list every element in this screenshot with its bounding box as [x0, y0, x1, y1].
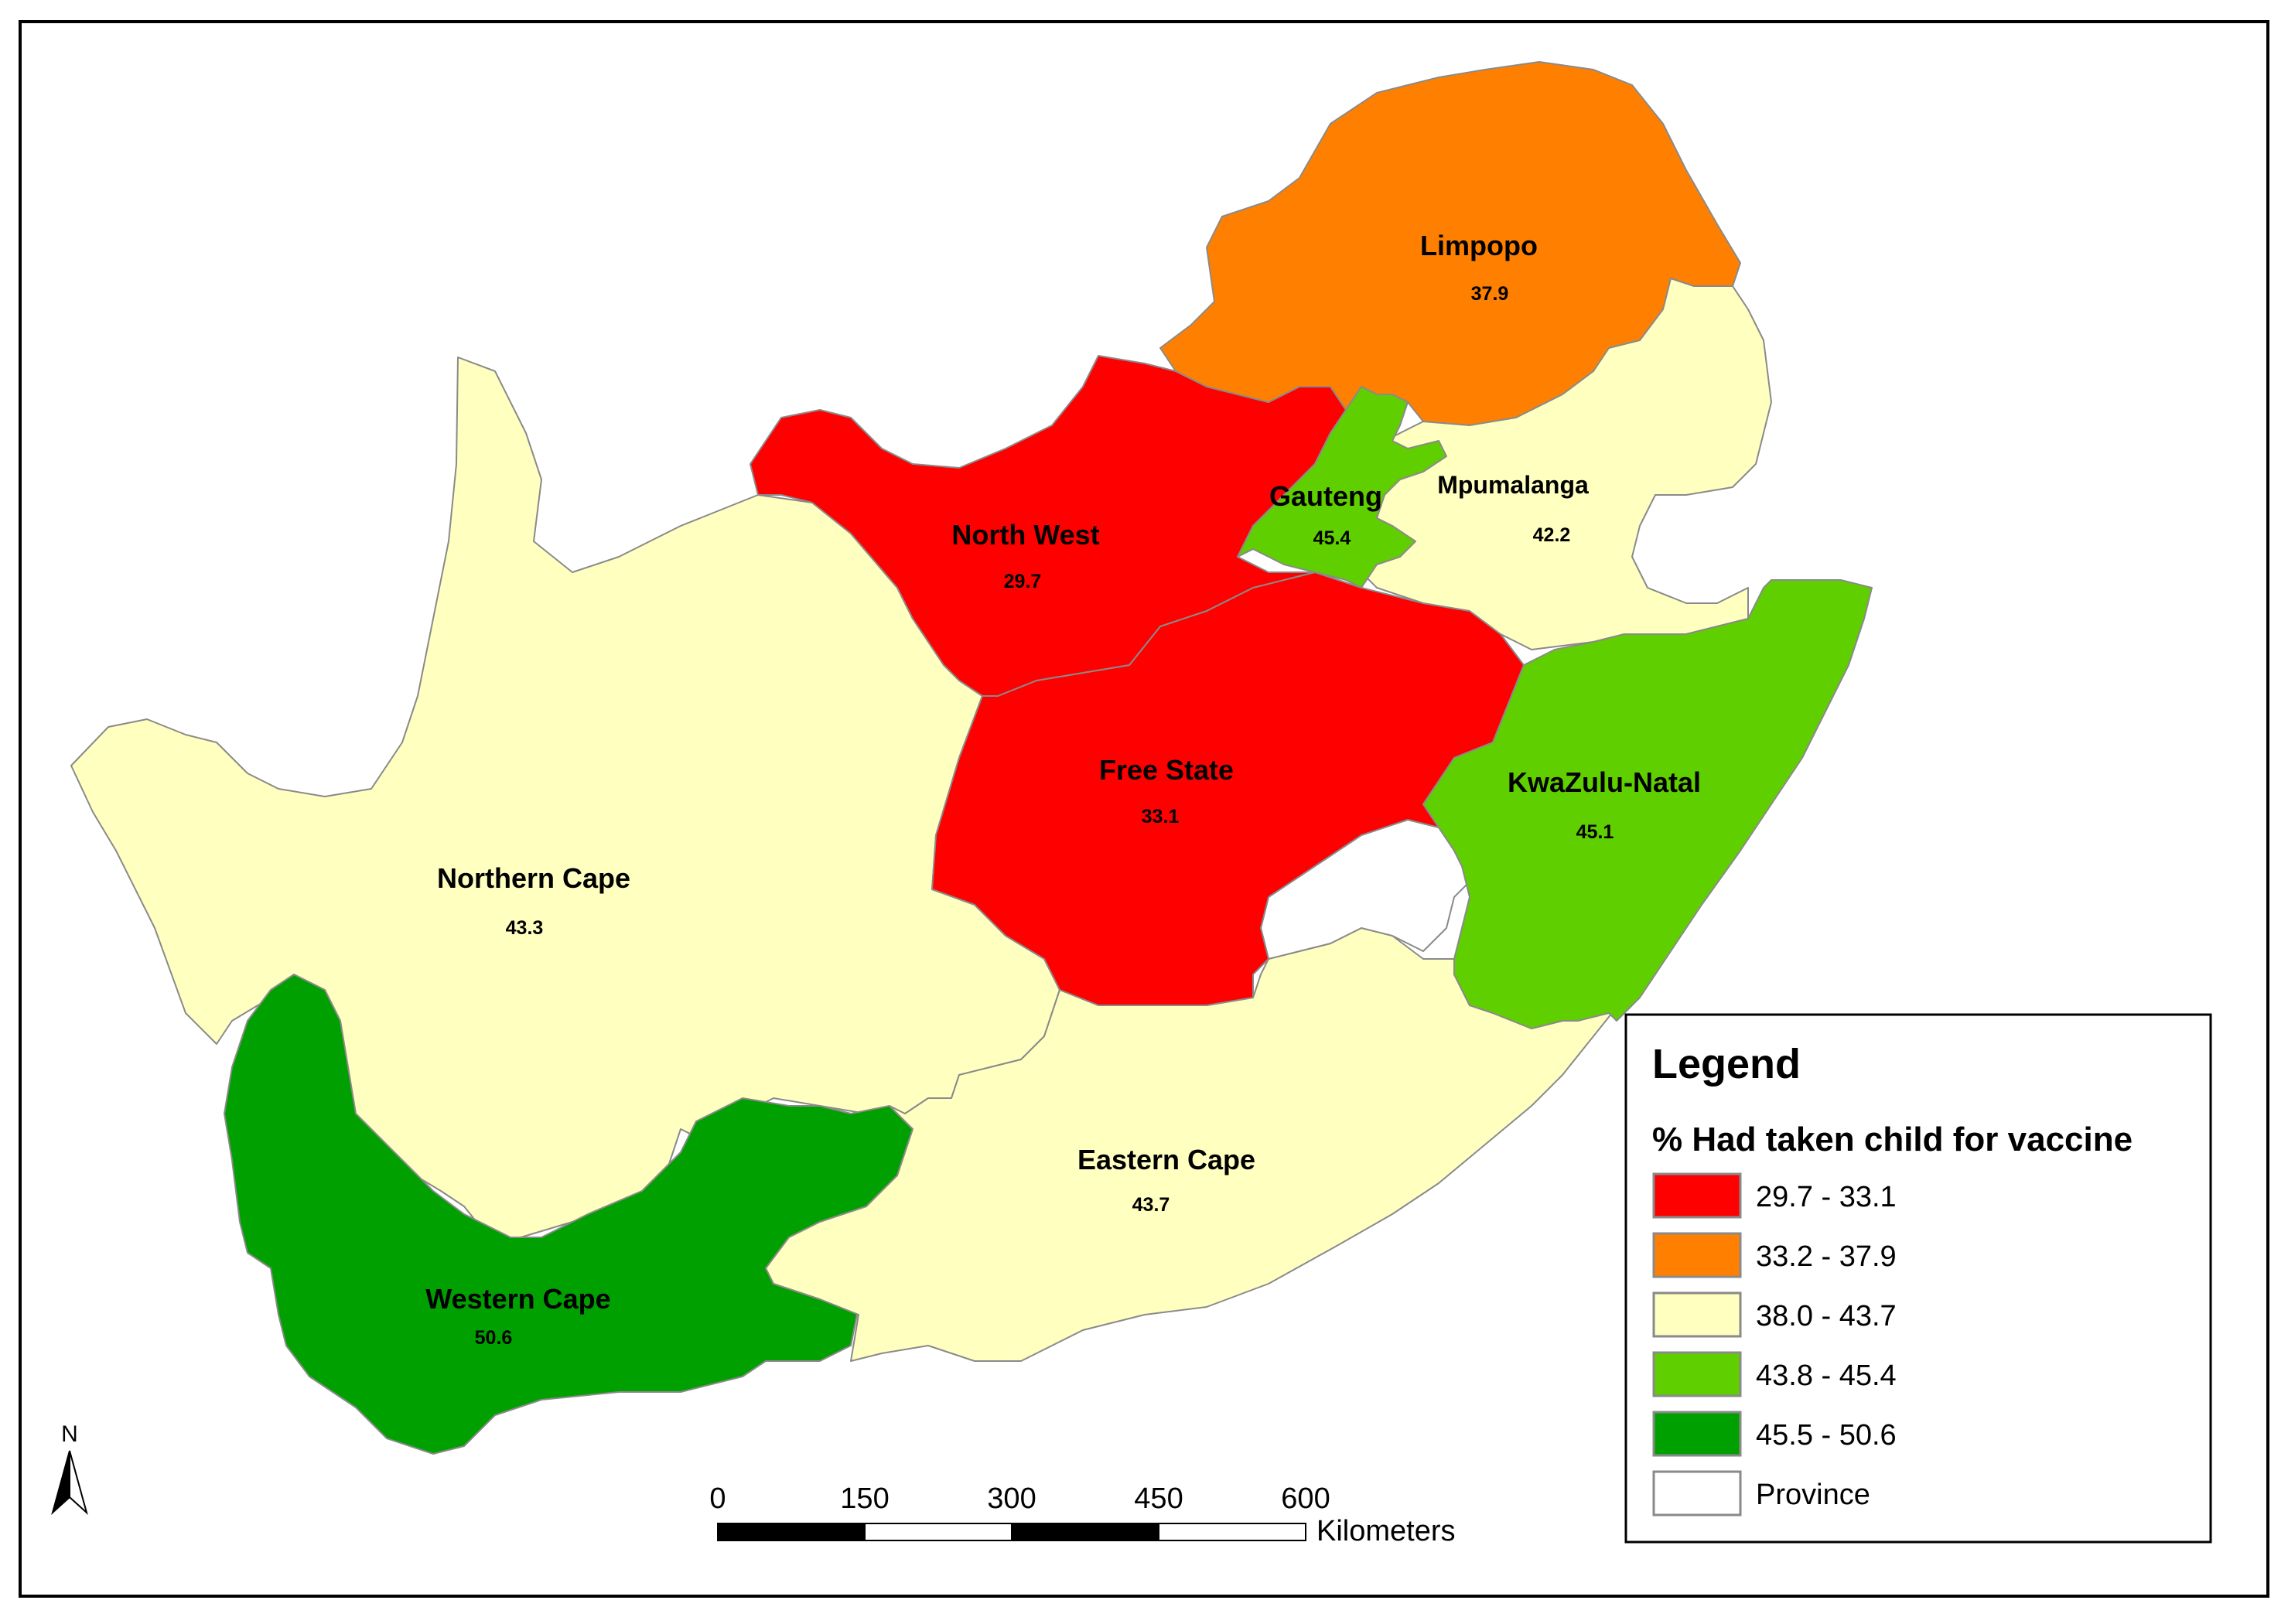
province-value-kwazulu-natal: 45.1 [1576, 821, 1614, 843]
scale-bar: 0 150 300 450 600 Kilometers [709, 1482, 1455, 1547]
scale-tick-300: 300 [987, 1482, 1036, 1515]
legend-label: Province [1756, 1479, 1870, 1511]
legend-swatch [1652, 1351, 1742, 1397]
province-label-eastern-cape: Eastern Cape [1077, 1144, 1255, 1175]
province-value-gauteng: 45.4 [1313, 527, 1351, 549]
scale-tick-450: 450 [1134, 1482, 1183, 1515]
province-label-limpopo: Limpopo [1420, 230, 1538, 261]
province-value-northern-cape: 43.3 [506, 917, 544, 939]
provinces-layer [70, 61, 1873, 1455]
province-value-western-cape: 50.6 [475, 1327, 513, 1349]
legend-label: 43.8 - 45.4 [1756, 1360, 1897, 1392]
province-label-northern-cape: Northern Cape [437, 862, 630, 894]
scale-tick-150: 150 [840, 1482, 889, 1515]
legend-swatch [1652, 1470, 1742, 1517]
legend-label: 29.7 - 33.1 [1756, 1181, 1897, 1213]
legend-swatch [1652, 1291, 1742, 1338]
scale-unit-label: Kilometers [1316, 1515, 1456, 1547]
province-label-north-west: North West [951, 519, 1099, 551]
province-label-free-state: Free State [1099, 754, 1234, 786]
map-frame [19, 20, 2269, 1598]
north-arrow-icon [51, 1450, 70, 1516]
legend-swatch [1652, 1172, 1742, 1219]
province-label-mpumalanga: Mpumalanga [1437, 471, 1589, 499]
province-value-limpopo: 37.9 [1471, 283, 1509, 305]
province-label-kwazulu-natal: KwaZulu-Natal [1508, 766, 1701, 798]
province-value-free-state: 33.1 [1142, 806, 1180, 827]
scale-tick-600: 600 [1281, 1482, 1330, 1515]
province-labels: Limpopo 37.9 Mpumalanga 42.2 Gauteng 45.… [425, 230, 1701, 1349]
province-value-mpumalanga: 42.2 [1533, 524, 1571, 546]
scale-tick-0: 0 [709, 1482, 726, 1515]
legend-subtitle: % Had taken child for vaccine [1652, 1121, 2133, 1158]
legend-label: 45.5 - 50.6 [1756, 1419, 1897, 1452]
north-arrow-label: N [61, 1421, 78, 1447]
province-gauteng [1237, 386, 1447, 589]
legend-items: 29.7 - 33.1 33.2 - 37.9 38.0 - 43.7 43.8 - … [1652, 1172, 1897, 1517]
legend-swatch [1652, 1232, 1742, 1278]
legend-label: 33.2 - 37.9 [1756, 1240, 1897, 1273]
province-label-gauteng: Gauteng [1269, 480, 1382, 512]
province-kwazulu-natal [1422, 579, 1873, 1029]
legend-box [1624, 1013, 2212, 1544]
province-label-western-cape: Western Cape [425, 1283, 610, 1315]
province-value-north-west: 29.7 [1004, 571, 1042, 592]
legend-swatch [1652, 1411, 1742, 1457]
province-value-eastern-cape: 43.7 [1132, 1194, 1170, 1216]
legend-label: 38.0 - 43.7 [1756, 1300, 1897, 1332]
legend: Legend % Had taken child for vaccine 29.… [1624, 1013, 2212, 1544]
north-arrow: N [51, 1421, 88, 1516]
legend-title: Legend [1652, 1041, 1801, 1087]
